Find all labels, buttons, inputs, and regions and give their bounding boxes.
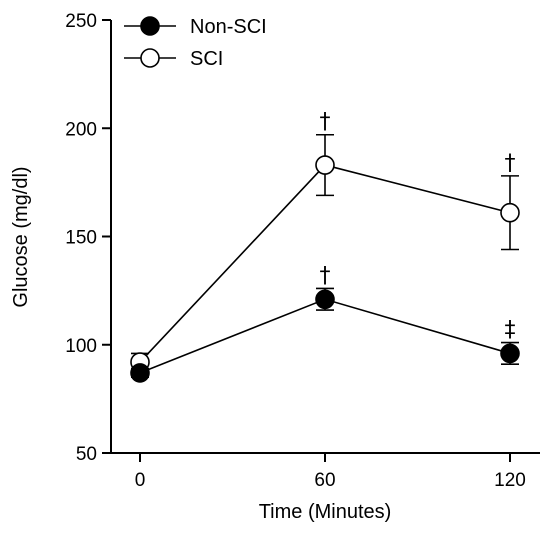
y-tick-label: 250 bbox=[65, 11, 97, 32]
y-ticks: 50 100 150 200 250 bbox=[65, 11, 111, 465]
data-point-non-sci bbox=[131, 364, 149, 382]
x-axis-title: Time (Minutes) bbox=[259, 501, 392, 523]
legend-marker-sci bbox=[141, 49, 159, 67]
y-tick-label: 150 bbox=[65, 228, 97, 249]
y-axis-title: Glucose (mg/dl) bbox=[10, 166, 32, 307]
data-point-sci bbox=[501, 204, 519, 222]
legend-item-sci: SCI bbox=[124, 48, 223, 70]
data-point-non-sci bbox=[501, 344, 519, 362]
legend-marker-non-sci bbox=[141, 17, 159, 35]
significance-mark-non-sci: ‡ bbox=[505, 318, 516, 343]
data-point-non-sci bbox=[316, 290, 334, 308]
legend: Non-SCI SCI bbox=[124, 16, 267, 70]
x-tick-label: 60 bbox=[314, 470, 335, 491]
x-ticks: 0 60 120 bbox=[135, 453, 526, 491]
y-tick-label: 50 bbox=[76, 444, 97, 465]
significance-mark-sci: † bbox=[505, 151, 516, 176]
x-tick-label: 0 bbox=[135, 470, 146, 491]
significance-mark-non-sci: † bbox=[320, 263, 331, 288]
axes bbox=[111, 20, 540, 453]
data-point-sci bbox=[316, 156, 334, 174]
legend-label-sci: SCI bbox=[190, 48, 223, 70]
y-tick-label: 200 bbox=[65, 119, 97, 140]
series: † † † ‡ bbox=[131, 110, 519, 382]
x-tick-label: 120 bbox=[494, 470, 526, 491]
significance-mark-sci: † bbox=[320, 110, 331, 135]
legend-item-non-sci: Non-SCI bbox=[124, 16, 267, 38]
legend-label-non-sci: Non-SCI bbox=[190, 16, 267, 38]
y-tick-label: 100 bbox=[65, 336, 97, 357]
